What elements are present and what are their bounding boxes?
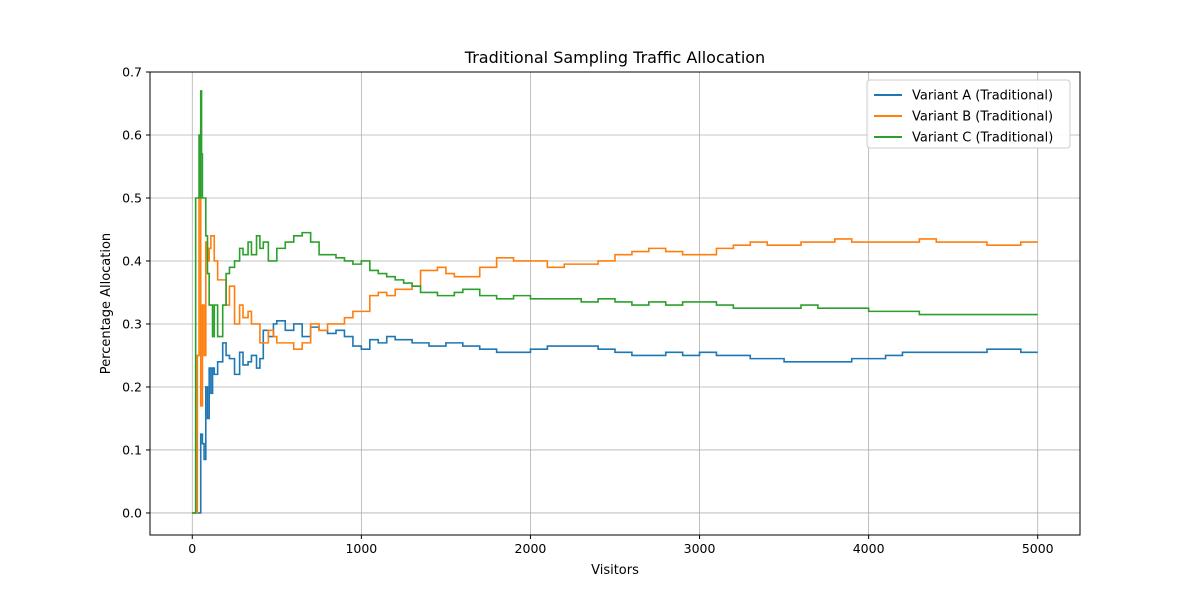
y-tick-label: 0.6 xyxy=(122,127,142,142)
y-axis-label: Percentage Allocation xyxy=(99,233,114,374)
series-line-b xyxy=(192,197,1038,514)
x-tick-label: 1000 xyxy=(345,541,377,556)
x-tick-label: 0 xyxy=(188,541,196,556)
legend: Variant A (Traditional) Variant B (Tradit… xyxy=(866,79,1071,149)
legend-box xyxy=(866,79,1071,149)
chart-title: Traditional Sampling Traffic Allocation xyxy=(464,48,765,67)
y-tick-label: 0.5 xyxy=(122,190,142,205)
legend-label: Variant A (Traditional) xyxy=(912,89,1053,104)
series-line-a xyxy=(192,320,1038,514)
legend-label: Variant B (Traditional) xyxy=(912,110,1053,125)
y-tick-label: 0.3 xyxy=(122,316,142,331)
y-tick-label: 0.0 xyxy=(122,505,142,520)
axis-ticks: 0 1000 2000 3000 4000 5000 0.0 0.1 0.2 0.3 0.4 0.5 0… xyxy=(122,65,1054,557)
y-tick-label: 0.2 xyxy=(122,379,142,394)
y-tick-label: 0.7 xyxy=(122,65,142,80)
x-tick-label: 4000 xyxy=(853,541,885,556)
x-tick-label: 5000 xyxy=(1022,541,1054,556)
legend-label: Variant C (Traditional) xyxy=(912,131,1053,146)
series-line-c xyxy=(192,90,1038,514)
series-lines xyxy=(192,90,1038,514)
x-tick-label: 3000 xyxy=(684,541,716,556)
x-tick-label: 2000 xyxy=(515,541,547,556)
plot-frame xyxy=(149,71,1081,536)
x-axis-label: Visitors xyxy=(591,563,639,578)
y-tick-label: 0.1 xyxy=(122,442,142,457)
y-tick-label: 0.4 xyxy=(122,253,142,268)
